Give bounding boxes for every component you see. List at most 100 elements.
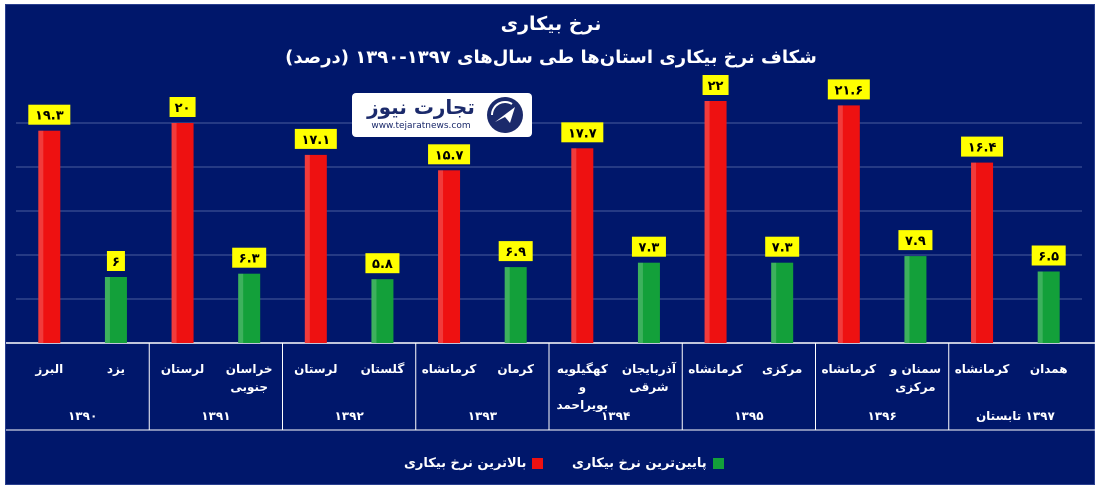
bar-highlight: [38, 130, 44, 343]
year-label: ۱۳۹۰: [68, 409, 97, 423]
province-label: البرز: [34, 362, 63, 376]
province-label: کرمانشاه: [688, 362, 743, 376]
data-label-bg: [961, 136, 1004, 157]
bar-highlight: [637, 262, 643, 343]
bar-max: [438, 170, 461, 343]
data-label-bg: [898, 230, 933, 251]
province-label: خراسان: [226, 362, 273, 376]
data-label-bg: [106, 251, 125, 271]
data-label: ۱۵.۷: [435, 148, 464, 163]
bar-min: [637, 262, 660, 343]
data-label-bg: [232, 247, 267, 268]
province-label: سمنان و: [889, 362, 941, 377]
bar-chart: ۱۹.۳البرز۶یزد۱۳۹۰۲۰لرستان۶.۳خراسانجنوبی۱…: [6, 75, 1096, 431]
year-label: ۱۳۹۶: [867, 409, 896, 423]
bar-min: [1037, 271, 1060, 343]
bar-max: [704, 101, 727, 343]
logo-url: www.tejaratnews.com: [371, 121, 471, 131]
legend-min-swatch: [712, 457, 724, 469]
data-label: ۶.۹: [505, 245, 526, 260]
bar-highlight: [238, 273, 244, 343]
data-label: ۱۶.۴: [968, 141, 997, 156]
legend-max-label: بالاترین نرخ بیکاری: [404, 455, 527, 471]
data-label-bg: [765, 236, 800, 257]
bar-highlight: [904, 256, 910, 343]
bar-highlight: [771, 262, 777, 343]
bar-max: [304, 154, 327, 343]
province-label: یزد: [107, 362, 125, 376]
province-label: شرقی: [629, 380, 668, 394]
year-label: ۱۳۹۴: [601, 409, 630, 423]
data-label-bg: [294, 128, 337, 149]
year-label: ۱۳۹۲: [334, 409, 364, 423]
data-label: ۱۷.۱: [301, 133, 330, 148]
bar-highlight: [971, 162, 977, 343]
bar-max: [571, 148, 594, 343]
data-label-bg: [631, 236, 666, 257]
data-label: ۶.۳: [239, 252, 260, 267]
bar-min: [904, 256, 927, 343]
data-label: ۲۰: [175, 101, 191, 116]
data-label-bg: [365, 253, 400, 274]
province-label: لرستان: [294, 362, 337, 376]
province-label: بویراحمد: [556, 398, 608, 413]
logo-name: تجارت نیوز: [367, 95, 475, 119]
logo: تجارت نیوز www.tejaratnews.com: [352, 93, 532, 137]
legend-max: بالاترین نرخ بیکاری: [404, 454, 544, 472]
bar-min: [104, 277, 127, 343]
year-label: ۱۳۹۷ تابستان: [976, 409, 1056, 423]
province-label: کرمان: [497, 362, 534, 376]
data-label: ۱۷.۷: [568, 126, 597, 141]
year-label: ۱۳۹۱: [201, 409, 230, 423]
bar-highlight: [438, 170, 444, 343]
data-label: ۶.۵: [1038, 250, 1059, 265]
province-label: و: [578, 380, 586, 395]
province-label: کرمانشاه: [955, 362, 1010, 376]
province-label: گلستان: [361, 362, 405, 376]
data-label-bg: [498, 241, 533, 262]
data-label: ۲۲: [708, 79, 724, 94]
province-label: لرستان: [161, 362, 204, 376]
year-label: ۱۳۹۳: [468, 409, 498, 423]
province-label: کهگیلویه: [557, 362, 608, 377]
data-label-bg: [428, 144, 471, 165]
data-label: ۷.۹: [905, 234, 926, 249]
data-label-bg: [1031, 245, 1066, 266]
chart-title: نرخ بیکاری: [500, 13, 602, 35]
bar-max: [971, 162, 994, 343]
bar-highlight: [837, 105, 843, 344]
data-label: ۲۱.۶: [834, 83, 863, 98]
data-label-bg: [827, 79, 870, 100]
legend-min-label: پایین‌ترین نرخ بیکاری: [572, 455, 707, 471]
province-label: جنوبی: [230, 380, 268, 395]
data-label: ۷.۳: [639, 241, 660, 256]
province-label: مرکزی: [762, 362, 802, 376]
bar-highlight: [371, 279, 377, 343]
bar-max: [38, 130, 61, 343]
bar-highlight: [104, 277, 110, 343]
data-label-bg: [28, 104, 71, 125]
province-label: مرکزی: [895, 380, 935, 394]
province-label: کرمانشاه: [422, 362, 477, 376]
data-label-bg: [702, 75, 729, 95]
bar-min: [238, 273, 261, 343]
bar-min: [371, 279, 394, 343]
bar-highlight: [704, 101, 710, 343]
bar-highlight: [1037, 271, 1043, 343]
bar-highlight: [304, 154, 310, 343]
bar-highlight: [504, 267, 510, 343]
data-label: ۵.۸: [372, 257, 393, 272]
bar-max: [171, 123, 194, 343]
data-label-bg: [169, 97, 196, 117]
legend-max-swatch: [532, 457, 544, 469]
province-label: آذربایجان: [622, 361, 677, 376]
data-label-bg: [561, 122, 604, 143]
data-label: ۷.۳: [772, 241, 793, 256]
data-label: ۱۹.۳: [35, 109, 64, 124]
legend-min: پایین‌ترین نرخ بیکاری: [572, 454, 724, 472]
bar-max: [837, 105, 860, 344]
bar-highlight: [171, 123, 177, 343]
year-label: ۱۳۹۵: [734, 409, 763, 423]
bar-min: [771, 262, 794, 343]
